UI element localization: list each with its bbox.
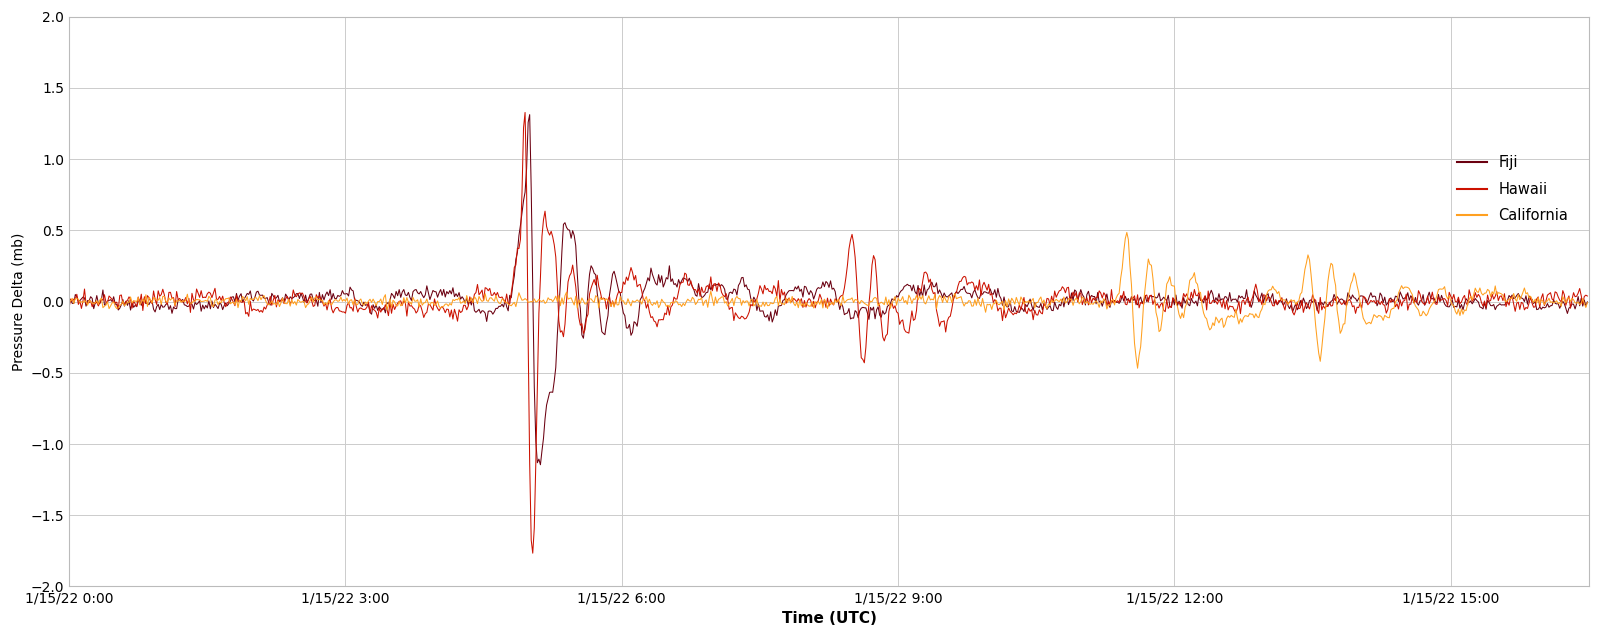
Hawaii — [523, 549, 542, 557]
Fiji — [1205, 299, 1224, 306]
California — [1578, 299, 1597, 306]
Fiji — [851, 304, 870, 312]
Fiji — [59, 299, 78, 306]
Line: Hawaii: Hawaii — [69, 113, 1587, 553]
Fiji — [1341, 296, 1360, 303]
Hawaii — [1341, 298, 1360, 306]
Fiji — [477, 318, 496, 326]
Y-axis label: Pressure Delta (mb): Pressure Delta (mb) — [11, 233, 26, 371]
Hawaii — [515, 109, 534, 117]
Fiji — [125, 303, 144, 311]
Fiji — [520, 111, 539, 118]
Legend: Fiji, Hawaii, California: Fiji, Hawaii, California — [1451, 149, 1574, 229]
Fiji — [531, 461, 550, 469]
Hawaii — [125, 297, 144, 305]
Line: California: California — [69, 233, 1587, 368]
California — [59, 296, 78, 304]
Fiji — [1578, 298, 1597, 306]
Fiji — [1306, 299, 1325, 307]
California — [1306, 322, 1325, 329]
Line: Fiji: Fiji — [69, 115, 1587, 465]
California — [1128, 364, 1147, 372]
Hawaii — [1578, 292, 1597, 300]
California — [848, 297, 867, 305]
Hawaii — [1306, 296, 1325, 304]
Hawaii — [477, 285, 496, 292]
California — [477, 297, 496, 304]
Hawaii — [851, 354, 870, 362]
California — [1205, 322, 1224, 329]
Hawaii — [59, 303, 78, 311]
California — [1341, 280, 1360, 287]
X-axis label: Time (UTC): Time (UTC) — [781, 611, 877, 626]
California — [1117, 229, 1136, 236]
Hawaii — [1205, 297, 1224, 305]
California — [125, 297, 144, 304]
